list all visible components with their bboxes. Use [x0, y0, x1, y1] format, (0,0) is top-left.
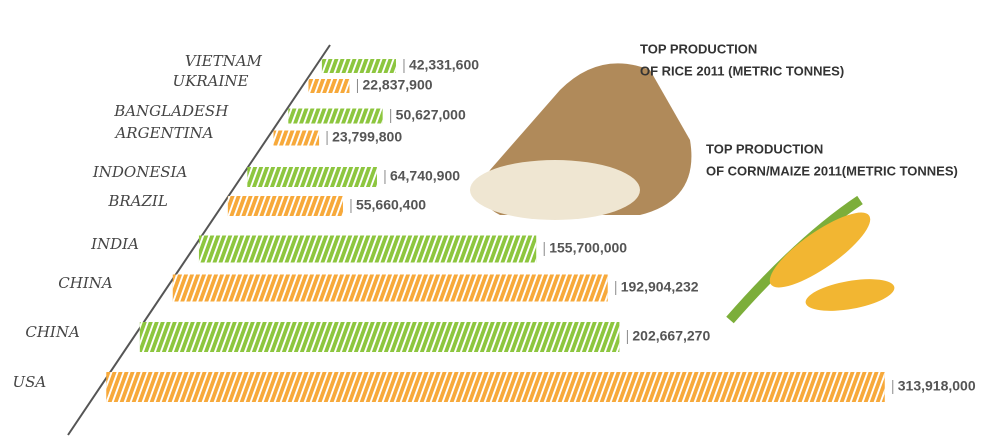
bar-stripes: [106, 372, 885, 402]
annotation: TOP PRODUCTION: [706, 141, 823, 156]
value-label: 23,799,800: [332, 129, 402, 145]
bar-stripes: [199, 236, 536, 263]
country-label: VIETNAM: [185, 52, 263, 70]
bar-stripes: [322, 59, 396, 73]
country-label: CHINA: [58, 274, 113, 292]
rice-sack: [470, 63, 691, 220]
annotation: OF CORN/MAIZE 2011(METRIC TONNES): [706, 163, 958, 178]
bar-stripes: [308, 79, 349, 93]
corn-image: [730, 200, 897, 320]
bar-stripes: [140, 322, 620, 352]
bar-stripes: [247, 167, 377, 187]
bar-stripes: [228, 196, 343, 216]
value-label: 50,627,000: [396, 107, 466, 123]
value-label: 42,331,600: [409, 57, 479, 73]
bar-stripes: [173, 275, 608, 302]
bar-stripes: [274, 131, 320, 146]
value-label: 64,740,900: [390, 168, 460, 184]
country-label: ARGENTINA: [113, 124, 213, 142]
country-label: CHINA: [25, 323, 80, 341]
country-label: UKRAINE: [172, 72, 248, 90]
annotation: TOP PRODUCTION: [640, 41, 757, 56]
country-label: USA: [12, 373, 46, 391]
country-label: BANGLADESH: [113, 102, 229, 120]
country-label: INDIA: [90, 235, 139, 253]
value-label: 313,918,000: [898, 378, 976, 394]
bar-stripes: [288, 109, 382, 124]
value-label: 55,660,400: [356, 197, 426, 213]
annotation: OF RICE 2011 (METRIC TONNES): [640, 63, 844, 78]
value-label: 202,667,270: [632, 328, 710, 344]
country-label: INDONESIA: [92, 163, 188, 181]
country-label: BRAZIL: [107, 192, 167, 210]
value-label: 22,837,900: [362, 77, 432, 93]
value-label: 192,904,232: [621, 279, 699, 295]
value-label: 155,700,000: [549, 240, 627, 256]
chart: VIETNAM 42,331,600 UKRAINE 22,837,900 BANGLA…: [0, 0, 998, 439]
